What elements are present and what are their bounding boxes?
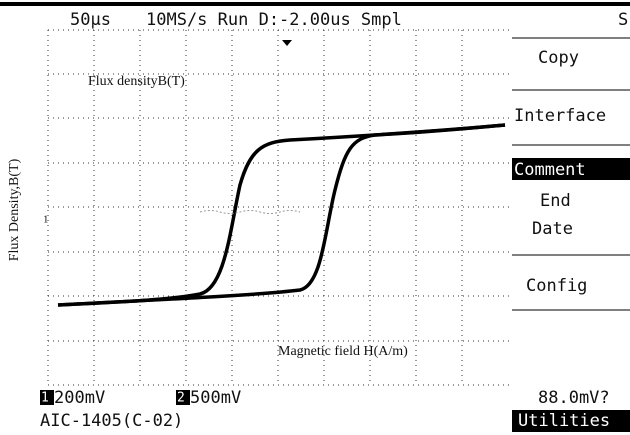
menu-title: Utilities (518, 411, 610, 431)
menu-item[interactable]: Copy (538, 48, 579, 68)
header-right: S (618, 10, 628, 30)
ch2-id: 2 (177, 391, 185, 406)
model: AIC-1405(C-02) (40, 411, 183, 431)
annotation-top: Flux densityB(T) (88, 74, 185, 89)
ch1-id: 1 (41, 391, 49, 406)
timebase: 50µs (70, 10, 111, 30)
menu-item[interactable]: Date (532, 219, 573, 239)
ch1-scale: 200mV (54, 388, 105, 408)
measurement: 88.0mV? (538, 388, 610, 408)
menu-item[interactable]: Comment (514, 160, 586, 180)
menu-item[interactable]: End (540, 191, 571, 211)
ch2-scale: 500mV (190, 388, 241, 408)
top-bar (0, 2, 630, 6)
axis-label: Flux Density,B(T) (7, 158, 22, 261)
status: 10MS/s Run D:-2.00us Smpl (146, 10, 402, 30)
menu-item[interactable]: Interface (514, 106, 606, 126)
menu-item[interactable]: Config (526, 276, 587, 296)
scope-screen: 50µs 10MS/s Run D:-2.00us Smpl S Flux de… (0, 0, 630, 435)
ground-marker: 1 (43, 214, 49, 226)
annotation-bottom: Magnetic field H(A/m) (278, 344, 408, 359)
